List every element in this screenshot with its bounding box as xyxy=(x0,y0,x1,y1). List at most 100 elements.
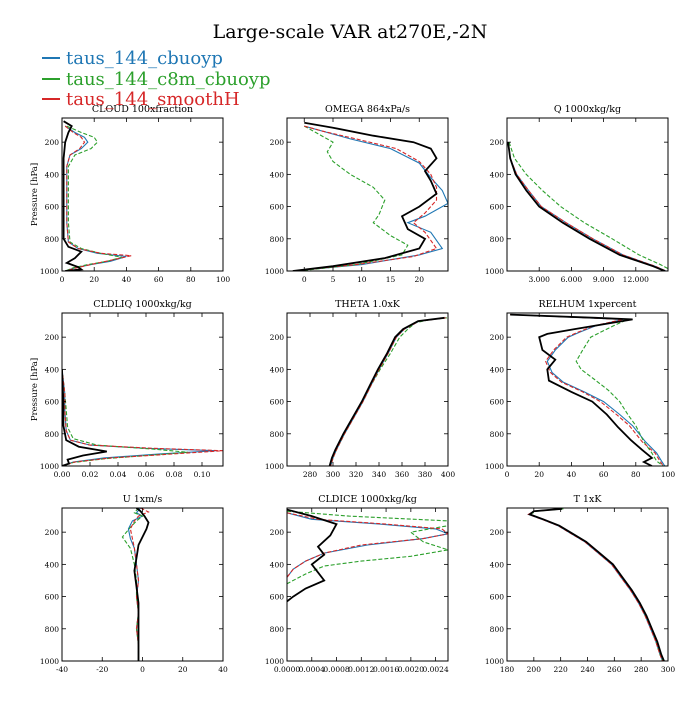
panel-frame xyxy=(506,117,669,272)
x-tick-label: 20 xyxy=(89,275,99,284)
y-tick-label: 800 xyxy=(270,430,285,439)
series-line-base xyxy=(292,121,438,271)
x-tick-label: 280 xyxy=(634,665,649,674)
x-tick-label: 0.0016 xyxy=(373,665,399,674)
y-tick-label: 600 xyxy=(490,398,505,407)
series-line-taus_144_smoothH xyxy=(64,125,132,271)
y-tick-label: 600 xyxy=(490,203,505,212)
panel-frame xyxy=(506,507,669,662)
y-tick-label: 600 xyxy=(270,593,285,602)
x-tick-label: 40 xyxy=(218,665,228,674)
x-tick-label: 260 xyxy=(607,665,622,674)
y-axis-label: Pressure [hPa] xyxy=(30,163,40,226)
series-line-taus_144_smoothH xyxy=(287,512,448,578)
panel-frame xyxy=(286,507,449,662)
y-tick-label: 800 xyxy=(490,235,505,244)
series-line-base xyxy=(287,508,338,603)
figure-title: Large-scale VAR at270E,-2N xyxy=(213,21,488,43)
y-tick-label: 1000 xyxy=(485,267,504,276)
x-tick-label: 12.000 xyxy=(623,275,649,284)
panel-title: U 1xm/s xyxy=(123,494,163,505)
panel-frame xyxy=(61,507,224,662)
y-tick-label: 200 xyxy=(270,333,285,342)
legend-label-c8m-cbuoyp: taus_144_c8m_cbuoyp xyxy=(66,69,270,90)
y-tick-label: 400 xyxy=(45,560,60,569)
series-line-taus_144_c8m_cbuoyp xyxy=(298,125,409,271)
y-tick-label: 1000 xyxy=(40,657,59,666)
panel-frame xyxy=(286,312,449,467)
panel-frame xyxy=(61,312,224,467)
x-tick-label: 60 xyxy=(599,470,609,479)
panel-frame xyxy=(286,117,449,272)
series-line-base xyxy=(510,313,654,466)
x-tick-label: 0.10 xyxy=(194,470,211,479)
x-tick-label: 380 xyxy=(418,470,433,479)
panel-title: CLOUD 100xfraction xyxy=(92,104,193,115)
x-tick-label: 200 xyxy=(527,665,542,674)
panel-title: T 1xK xyxy=(574,494,603,505)
x-tick-label: 0.00 xyxy=(54,470,71,479)
panel-3: 0.00 0.02 0.04 0.06 0.08 0.10 200 400 600 800 1000… xyxy=(30,299,224,479)
x-tick-label: 0.0004 xyxy=(299,665,325,674)
y-tick-label: 800 xyxy=(490,430,505,439)
panel-frame xyxy=(61,117,224,272)
x-tick-label: 40 xyxy=(122,275,132,284)
y-tick-label: 800 xyxy=(490,625,505,634)
y-tick-label: 400 xyxy=(45,170,60,179)
legend-label-cbuoyp: taus_144_cbuoyp xyxy=(66,48,223,69)
legend-label-smoothh: taus_144_smoothH xyxy=(66,89,240,110)
x-tick-label: 0.0020 xyxy=(398,665,424,674)
x-tick-label: 80 xyxy=(631,470,641,479)
y-tick-label: 200 xyxy=(270,138,285,147)
panel-8: 180 200 220 240 260 280 300 200 400 600 800 1000 T 1… xyxy=(485,494,675,674)
y-tick-label: 600 xyxy=(45,593,60,602)
x-tick-label: 400 xyxy=(441,470,456,479)
series-line-taus_144_c8m_cbuoyp xyxy=(287,510,448,585)
y-tick-label: 1000 xyxy=(40,462,59,471)
y-tick-label: 600 xyxy=(270,398,285,407)
y-tick-label: 600 xyxy=(45,398,60,407)
panel-title: CLDICE 1000xkg/kg xyxy=(318,494,417,505)
y-tick-label: 200 xyxy=(45,528,60,537)
x-tick-label: 100 xyxy=(661,470,676,479)
y-tick-label: 1000 xyxy=(40,267,59,276)
x-tick-label: 9.000 xyxy=(593,275,615,284)
x-tick-label: 280 xyxy=(303,470,318,479)
y-tick-label: 800 xyxy=(45,625,60,634)
panel-title: Q 1000xkg/kg xyxy=(554,104,621,115)
series-line-taus_144_cbuoyp xyxy=(507,142,667,271)
panel-4: 280 300 320 340 360 380 400 200 400 600 800 1000 THE… xyxy=(265,299,455,479)
panel-title: OMEGA 864xPa/s xyxy=(325,104,410,115)
series-line-taus_144_smoothH xyxy=(62,369,223,466)
panel-title: RELHUM 1xpercent xyxy=(539,299,637,310)
series-line-taus_144_smoothH xyxy=(330,317,446,466)
y-tick-label: 200 xyxy=(45,138,60,147)
x-tick-label: 40 xyxy=(567,470,577,479)
x-tick-label: 220 xyxy=(554,665,569,674)
series-line-taus_144_cbuoyp xyxy=(330,317,446,466)
series-line-taus_144_c8m_cbuoyp xyxy=(508,142,668,270)
series-line-taus_144_c8m_cbuoyp xyxy=(330,317,447,466)
x-tick-label: 0.0024 xyxy=(422,665,448,674)
series-line-taus_144_c8m_cbuoyp xyxy=(121,508,144,661)
x-tick-label: 240 xyxy=(580,665,595,674)
x-tick-label: 80 xyxy=(186,275,196,284)
series-line-base xyxy=(507,142,666,271)
x-tick-label: 0 xyxy=(302,275,307,284)
x-tick-label: 6.000 xyxy=(561,275,583,284)
y-tick-label: 800 xyxy=(45,430,60,439)
y-tick-label: 800 xyxy=(270,625,285,634)
y-tick-label: 600 xyxy=(270,203,285,212)
y-tick-label: 1000 xyxy=(485,462,504,471)
series-line-base xyxy=(133,508,150,661)
y-tick-label: 1000 xyxy=(265,462,284,471)
y-tick-label: 200 xyxy=(490,528,505,537)
legend: taus_144_cbuoyp taus_144_c8m_cbuoyp taus… xyxy=(42,48,270,110)
x-tick-label: 100 xyxy=(216,275,231,284)
y-tick-label: 1000 xyxy=(265,657,284,666)
panel-title: THETA 1.0xK xyxy=(335,299,401,310)
x-tick-label: 0.04 xyxy=(110,470,127,479)
panel-1: 0 5 10 15 20 200 400 600 800 1000 OMEGA 864xPa/s xyxy=(265,104,449,284)
panel-6: -40 -20 0 20 40 200 400 600 800 1000 U 1xm/s xyxy=(40,494,228,674)
